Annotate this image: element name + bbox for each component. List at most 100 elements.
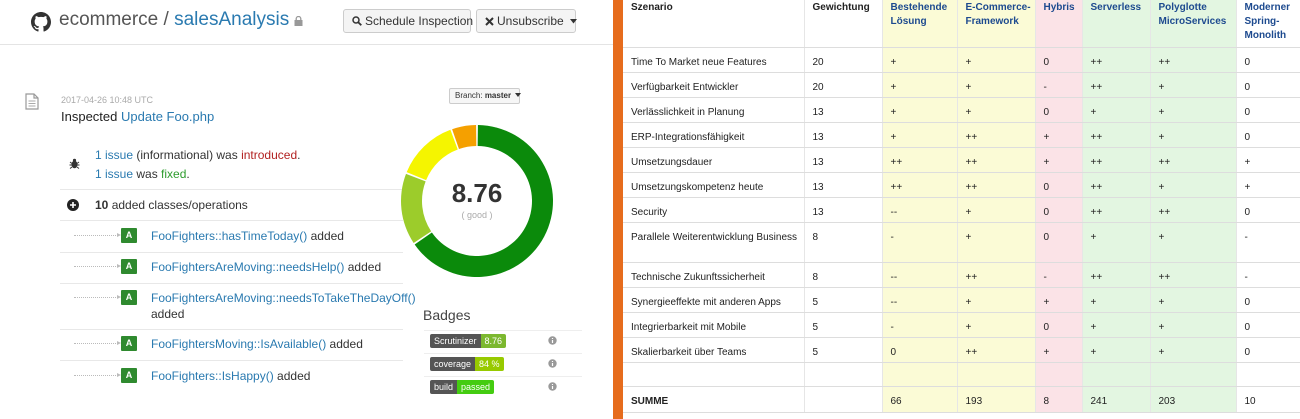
- table-cell: ++: [1082, 262, 1151, 288]
- table-cell: Technische Zukunftssicherheit: [623, 262, 805, 288]
- operation-text: FooFighters::hasTimeToday() added: [151, 228, 403, 244]
- table-cell: +: [1150, 122, 1237, 148]
- header-cell: E-Commerce-Framework: [957, 0, 1036, 48]
- table-cell: ++: [957, 172, 1036, 198]
- info-icon[interactable]: [548, 336, 557, 345]
- table-cell: +: [1082, 337, 1151, 363]
- issue-text: was: [133, 167, 162, 181]
- table-cell: 13: [804, 172, 883, 198]
- table-cell: +: [1150, 222, 1237, 263]
- table-cell: 0: [1236, 287, 1300, 313]
- added-count: 10: [95, 198, 109, 212]
- table-cell: -: [1035, 262, 1083, 288]
- operation-text: FooFighters::IsHappy() added: [151, 368, 403, 384]
- unsubscribe-button[interactable]: Unsubscribe: [476, 9, 578, 33]
- operation-link[interactable]: FooFighters::IsHappy(): [151, 369, 274, 383]
- commit-link[interactable]: Update Foo.php: [121, 109, 215, 124]
- tree-connector: [74, 295, 121, 299]
- badge-row-scrutinizer[interactable]: Scrutinizer 8.76: [424, 330, 582, 351]
- fixed-issue-link[interactable]: 1 issue: [95, 167, 134, 181]
- table-cell: ++: [957, 337, 1036, 363]
- branch-selector[interactable]: Branch: master: [449, 88, 522, 104]
- header-cell: Polyglotte MicroServices: [1150, 0, 1237, 48]
- table-cell: ERP-Integrationsfähigkeit: [623, 122, 805, 148]
- tree-connector: [74, 233, 121, 237]
- operation-link[interactable]: FooFightersAreMoving::needsHelp(): [151, 260, 345, 274]
- caret-down-icon: [515, 93, 522, 97]
- header-cell: Bestehende Lösung: [882, 0, 958, 48]
- table-cell: +: [1082, 222, 1151, 263]
- table-row: Verlässlichkeit in Planung 13 + +0 + +0: [623, 97, 1300, 123]
- table-cell: Integrierbarkeit mit Mobile: [623, 312, 805, 338]
- table-row: Time To Market neue Features 20 + +0 ++ ++ 0: [623, 47, 1300, 73]
- lock-icon: [294, 16, 303, 26]
- table-cell: ++: [957, 262, 1036, 288]
- schedule-inspection-button[interactable]: Schedule Inspection: [343, 9, 474, 33]
- table-cell: +: [1150, 287, 1237, 313]
- badge-row-build[interactable]: build passed: [424, 376, 582, 397]
- table-spacer-row: [623, 362, 1300, 387]
- table-cell: +: [882, 97, 958, 123]
- quality-score-label: ( good ): [461, 210, 493, 220]
- table-cell: 13: [804, 122, 883, 148]
- table-cell: 0: [1236, 122, 1300, 148]
- operation-link[interactable]: FooFightersMoving::IsAvailable(): [151, 337, 327, 351]
- donut-segment: [406, 129, 458, 181]
- table-cell: +: [882, 72, 958, 98]
- issue-text-end: .: [297, 148, 301, 162]
- sum-label: SUMME: [623, 386, 805, 413]
- table-cell: 0: [1035, 172, 1083, 198]
- org-name[interactable]: ecommerce: [59, 9, 159, 30]
- operation-row: A FooFightersMoving::IsAvailable() added: [60, 330, 403, 360]
- table-cell: 0: [1035, 47, 1083, 73]
- added-text: added classes/operations: [111, 198, 248, 212]
- evaluation-table-panel: Szenario Gewichtung Bestehende Lösung E-…: [623, 0, 1300, 419]
- rating-badge: A: [121, 290, 137, 305]
- schedule-label: Schedule Inspection: [365, 14, 474, 28]
- plus-circle-icon: [67, 199, 79, 211]
- github-icon[interactable]: [31, 12, 51, 32]
- badge-row-coverage[interactable]: coverage 84 %: [424, 353, 582, 374]
- inspected-title: Inspected Update Foo.php: [61, 109, 214, 124]
- info-icon[interactable]: [548, 359, 557, 368]
- close-icon: [485, 17, 494, 26]
- sum-cell: [804, 386, 883, 413]
- info-icon[interactable]: [548, 382, 557, 391]
- sum-cell: 66: [882, 386, 958, 413]
- table-cell: 8: [804, 222, 883, 263]
- table-cell: 0: [1236, 197, 1300, 223]
- donut-segment: [401, 173, 432, 243]
- table-cell: +: [1150, 312, 1237, 338]
- rating-badge: A: [121, 228, 137, 243]
- table-cell: ++: [1082, 197, 1151, 223]
- operation-link[interactable]: FooFightersAreMoving::needsToTakeTheDayO…: [151, 291, 416, 305]
- table-row: Security 13 -- +0 ++ ++ 0: [623, 197, 1300, 223]
- badge-value: 84 %: [475, 357, 504, 371]
- table-cell: --: [882, 197, 958, 223]
- table-row: Umsetzungskompetenz heute 13 ++ ++ 0 ++ + +: [623, 172, 1300, 198]
- tree-connector: [74, 264, 121, 268]
- operation-link[interactable]: FooFighters::hasTimeToday(): [151, 229, 308, 243]
- table-cell: -: [1035, 72, 1083, 98]
- table-cell: [1082, 362, 1151, 387]
- table-cell: 13: [804, 97, 883, 123]
- table-cell: +: [1082, 312, 1151, 338]
- orange-divider: [613, 0, 623, 419]
- table-cell: Skalierbarkeit über Teams: [623, 337, 805, 363]
- table-cell: ++: [1150, 47, 1237, 73]
- table-cell: Parallele Weiterentwicklung Business: [623, 222, 805, 263]
- operation-row: A FooFighters::IsHappy() added: [60, 361, 403, 391]
- repo-path: ecommerce / salesAnalysis: [59, 9, 303, 31]
- table-cell: +: [882, 122, 958, 148]
- divider-line: [60, 360, 403, 361]
- repo-name[interactable]: salesAnalysis: [174, 9, 290, 30]
- introduced-issue-link[interactable]: 1 issue: [95, 148, 134, 162]
- table-cell: ++: [1082, 122, 1151, 148]
- table-cell: +: [1035, 287, 1083, 313]
- table-cell: 0: [1035, 197, 1083, 223]
- sum-cell: 203: [1150, 386, 1237, 413]
- table-cell: +: [957, 72, 1036, 98]
- table-cell: +: [1150, 72, 1237, 98]
- table-cell: 13: [804, 147, 883, 173]
- table-cell: +: [1035, 147, 1083, 173]
